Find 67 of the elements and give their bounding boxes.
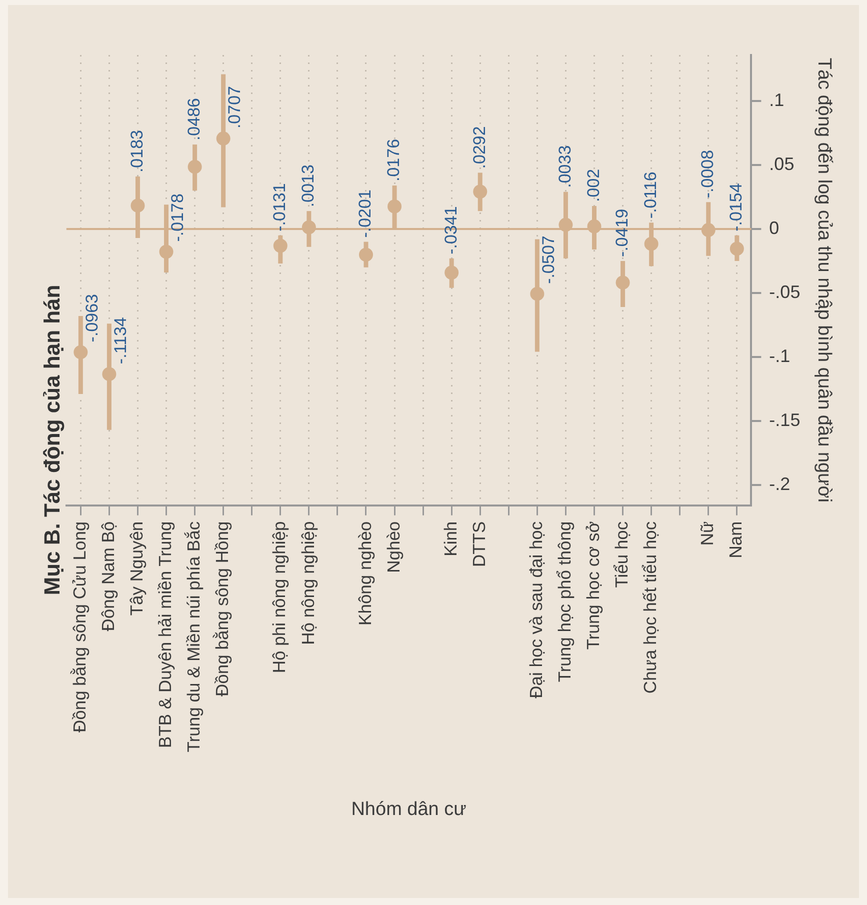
x-tick-label: Nam [726,521,746,558]
data-label: .0486 [184,98,204,141]
x-tick-label: Trung du & Miền núi phía Bắc [184,521,204,752]
data-label: .002 [584,168,603,202]
y-axis-title: Tác động đến log của thu nhập bình quân đầu người [813,58,834,502]
x-tick-label: Nữ [697,521,718,546]
x-tick-label: Tây Nguyên [126,521,147,616]
point [730,242,744,256]
x-tick-label: Hộ phi nông nghiệp [269,521,290,674]
data-label: -.0178 [168,194,187,242]
y-tick-label: -.2 [769,474,790,494]
point [701,223,716,238]
x-tick-label: Không nghèo [354,521,375,626]
data-label: -.0131 [270,183,290,232]
x-tick-label: Kinh [440,521,460,556]
data-label: .0176 [384,138,404,182]
x-tick-label: Tiểu học [612,521,632,588]
point [558,218,573,232]
x-tick-label: Chưa học hết tiểu học [640,521,660,694]
data-label: .0013 [298,164,318,208]
x-tick-label: DTTS [468,521,489,568]
point [587,219,602,234]
x-tick-label: Đồng bằng sông Hồng [212,521,232,696]
x-axis-title: Nhóm dân cư [351,798,467,820]
point [74,345,88,360]
y-tick-label: -.1 [769,346,790,366]
data-label: -.0507 [538,236,558,284]
x-tick-label: Hộ nông nghiệp [298,521,318,645]
point [444,266,459,280]
point [530,286,544,301]
data-label: -.0341 [441,206,460,254]
point [473,184,488,199]
point [130,198,145,213]
data-label: .0292 [470,126,489,169]
data-label: .0033 [555,145,574,188]
point [302,220,316,234]
data-label: -.0419 [612,208,632,257]
x-tick-label: BTB & Duyên hải miền Trung [155,521,176,748]
y-tick-label: 0 [769,218,780,238]
data-label: -.0963 [82,294,102,342]
x-tick-label: Trung học cơ sở [583,521,604,650]
y-tick-label: -.15 [769,410,800,430]
y-tick-label: .1 [769,90,784,110]
point [188,160,202,174]
data-label: -.0008 [698,150,718,198]
y-tick-label: -.05 [769,282,800,302]
data-label: -.0154 [726,183,746,232]
text: Mục B. Tác động của hạn hán [39,284,64,596]
point [358,248,373,262]
point [273,238,288,253]
y-tick-label: .05 [769,154,794,174]
point [644,236,658,251]
x-tick-label: Đồng bằng sông Cửu Long [69,521,90,733]
x-tick-label: Trung học phổ thông [554,521,575,682]
point [216,132,230,146]
point [616,276,630,290]
data-label: -.0116 [641,172,660,219]
data-label: -.1134 [110,317,130,364]
data-label: .0183 [127,130,146,173]
x-tick-label: Đông Nam Bộ [98,521,118,632]
data-label: -.0201 [356,190,375,238]
point [388,199,402,214]
point [159,244,174,259]
x-tick-label: Nghèo [383,521,404,573]
x-tick-label: Đại học và sau đại học [526,521,546,698]
data-label: .0707 [225,86,244,129]
point [102,367,116,382]
